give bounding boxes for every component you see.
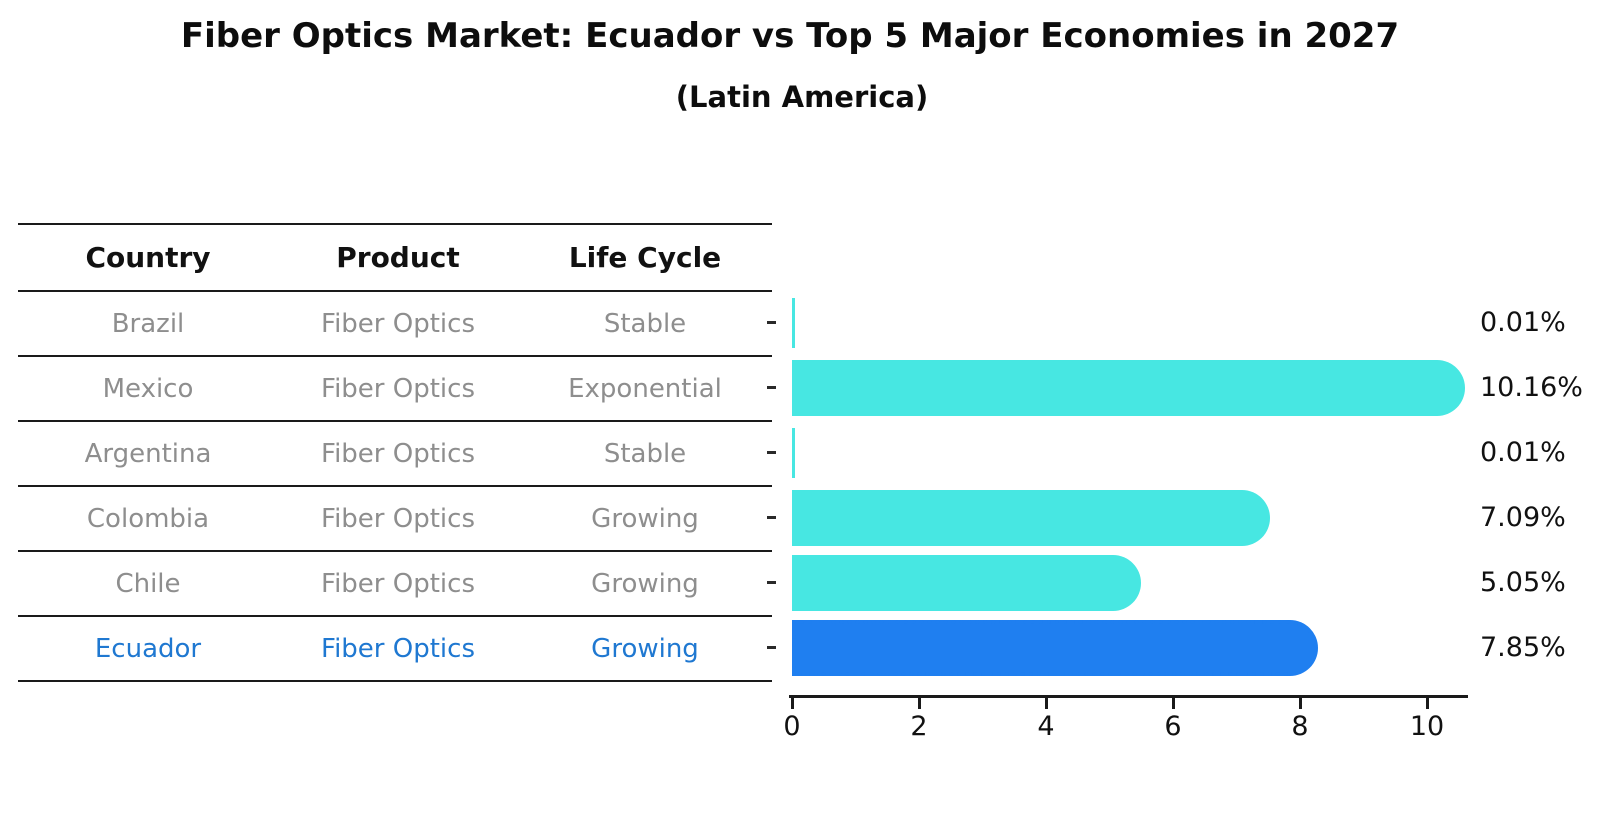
y-tick-brazil [767,321,776,324]
cell-product: Fiber Optics [321,503,475,534]
cell-life-cycle: Stable [603,308,687,339]
bar-mexico [792,359,1465,416]
bar-chile [792,554,1141,611]
cell-life-cycle: Growing [591,503,699,534]
cell-product: Fiber Optics [321,568,475,599]
value-label-colombia: 7.09% [1480,501,1566,533]
value-label-chile: 5.05% [1480,566,1566,598]
y-tick-mexico [767,386,776,389]
value-label-mexico: 10.16% [1480,371,1583,403]
x-tick-6 [1171,697,1175,709]
x-tick-2 [917,697,921,709]
x-axis-line [789,695,1468,698]
cell-country: Chile [115,568,181,599]
x-tick-10 [1425,697,1429,709]
table-row-argentina: Argentina Fiber Optics Stable [18,422,772,487]
cell-country: Ecuador [94,633,202,664]
x-tick-label-6: 6 [1164,711,1182,742]
table-row-mexico: Mexico Fiber Optics Exponential [18,357,772,422]
table-body: Brazil Fiber Optics Stable Mexico Fiber Opti… [18,292,772,682]
table-row-chile: Chile Fiber Optics Growing [18,552,772,617]
cell-product: Fiber Optics [321,633,475,664]
cell-product: Fiber Optics [321,373,475,404]
cell-product: Fiber Optics [321,438,475,469]
chart-title: Fiber Optics Market: Ecuador vs Top 5 Ma… [180,16,1400,56]
table-header-row: Country Product Life Cycle [18,225,772,292]
table-header-life-cycle: Life Cycle [568,241,722,274]
x-tick-0 [790,697,794,709]
comparison-table: Country Product Life Cycle Brazil Fiber O… [18,223,772,682]
x-tick-label-8: 8 [1291,711,1309,742]
cell-country: Colombia [86,503,210,534]
x-tick-4 [1044,697,1048,709]
bar-brazil [792,297,795,348]
table-header-country: Country [85,241,211,274]
cell-product: Fiber Optics [321,308,475,339]
y-tick-argentina [767,451,776,454]
bar-ecuador [792,619,1318,676]
cell-country: Mexico [102,373,194,404]
cell-life-cycle: Growing [591,633,699,664]
x-tick-label-10: 10 [1409,711,1445,742]
value-label-brazil: 0.01% [1480,306,1566,338]
table-row-colombia: Colombia Fiber Optics Growing [18,487,772,552]
x-tick-label-4: 4 [1037,711,1055,742]
y-tick-ecuador [767,646,776,649]
cell-life-cycle: Exponential [568,373,722,404]
x-tick-8 [1298,697,1302,709]
bar-colombia [792,489,1270,546]
cell-country: Argentina [84,438,212,469]
y-tick-chile [767,581,776,584]
bar-argentina [792,427,795,478]
value-label-ecuador: 7.85% [1480,631,1566,663]
table-row-brazil: Brazil Fiber Optics Stable [18,292,772,357]
cell-life-cycle: Growing [591,568,699,599]
cell-country: Brazil [111,308,185,339]
table-row-ecuador: Ecuador Fiber Optics Growing [18,617,772,682]
y-tick-colombia [767,516,776,519]
chart-subtitle: (Latin America) [675,80,929,114]
table-header-product: Product [336,241,460,274]
x-tick-label-0: 0 [783,711,801,742]
x-tick-label-2: 2 [910,711,928,742]
cell-life-cycle: Stable [603,438,687,469]
value-label-argentina: 0.01% [1480,436,1566,468]
